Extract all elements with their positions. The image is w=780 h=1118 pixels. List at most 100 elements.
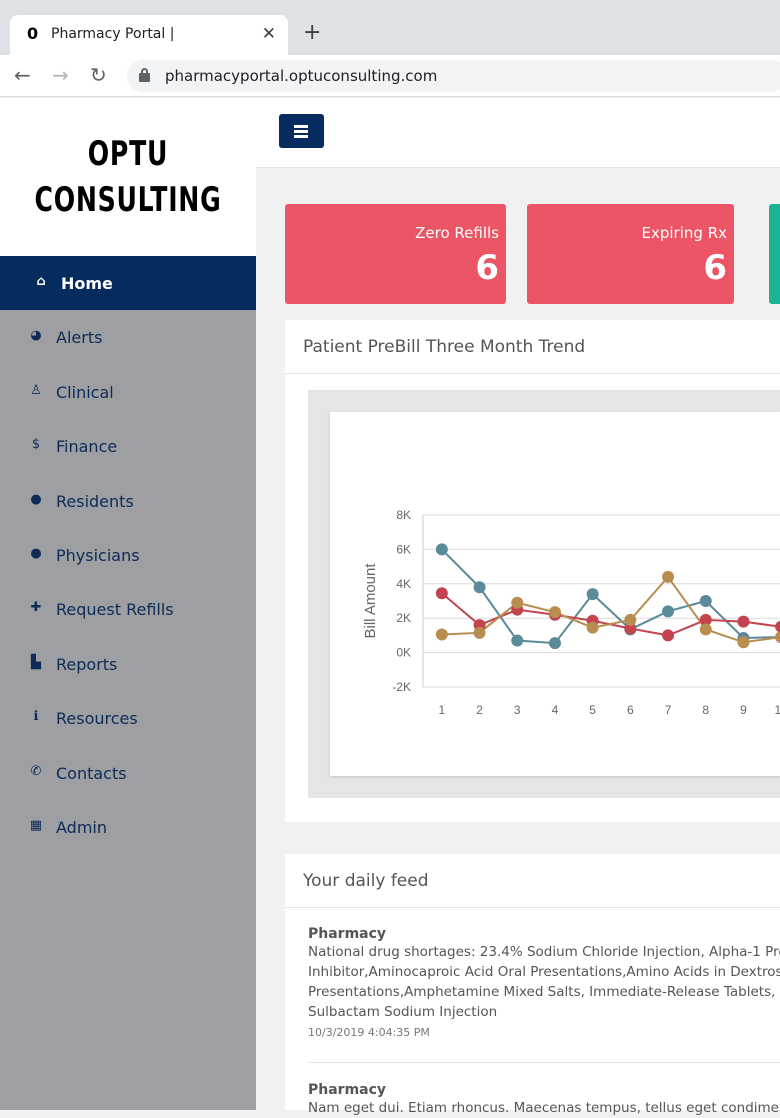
address-bar[interactable]: pharmacyportal.optuconsulting.com [127,60,780,92]
line-chart: -2K 0K 2K 4K 6K 8K 1 2 3 4 5 6 7 8 9 10 Bill Amount [362,508,780,717]
feed-text-line: Sulbactam Sodium Injection [308,1004,498,1020]
x-tick-label: 5 [589,703,596,717]
series-2-point [699,613,712,626]
feed-text-line: Nam eget dui. Etiam rhoncus. Maecenas te… [308,1100,780,1116]
reload-icon[interactable]: ↻ [90,63,107,87]
card-label: Expiring Rx [641,224,727,242]
url-text: pharmacyportal.optuconsulting.com [165,67,438,85]
file-icon: ▙ [31,654,41,670]
forward-arrow-icon[interactable]: → [52,63,69,87]
series-2-point [624,622,637,635]
sidebar: OPTU CONSULTING ⌂ Home ◕ Alerts ♙ Clinical $ Fi… [0,98,256,1110]
sidebar-item-admin[interactable]: ▦ Admin [0,800,256,854]
sidebar-item-label: Clinical [56,382,114,402]
y-tick-label: 8K [396,508,411,522]
series-3-point [586,621,599,634]
feed-text-line: Inhibitor,Aminocaproic Acid Oral Present… [308,964,780,980]
sidebar-item-label: Admin [56,817,107,837]
chart-area: -2K 0K 2K 4K 6K 8K 1 2 3 4 5 6 7 8 9 10 Bill Amount [330,412,780,776]
medkit-icon: ✚ [30,600,42,616]
series-3-point [511,596,524,609]
y-tick-label: -2K [392,680,411,694]
series-3-point [737,636,750,649]
sidebar-item-label: Physicians [56,545,140,565]
feed-timestamp: 10/3/2019 4:04:35 PM [308,1026,430,1039]
series-1-point [662,605,675,618]
daily-feed-panel: Your daily feed Pharmacy National drug sh… [285,854,780,1116]
sidebar-item-resources[interactable]: ℹ Resources [0,691,256,745]
stat-card[interactable] [769,204,780,304]
menu-toggle-button[interactable] [279,114,324,148]
series-line-2 [441,592,780,637]
sidebar-item-label: Residents [56,491,134,511]
feed-item[interactable]: Pharmacy Nam eget dui. Etiam rhoncus. Mae… [308,1082,780,1118]
x-tick-label: 8 [702,703,709,717]
chart-container: -2K 0K 2K 4K 6K 8K 1 2 3 4 5 6 7 8 9 10 Bill Amount [308,390,780,798]
x-tick-label: 2 [476,703,483,717]
building-icon: ▦ [29,817,43,833]
series-line-1 [441,548,780,645]
series-3-point [624,613,637,626]
series-2-point [435,587,448,600]
user-icon: ● [30,491,42,507]
card-value: 6 [703,248,727,288]
feed-text-line: Presentations,Amphetamine Mixed Salts, I… [308,984,780,1000]
logo: OPTU CONSULTING [0,98,256,256]
panel-header: Patient PreBill Three Month Trend [285,320,780,374]
info-circle-icon: ℹ [33,709,39,725]
series-2-point [662,629,675,642]
x-tick-label: 3 [514,703,521,717]
sidebar-item-reports[interactable]: ▙ Reports [0,637,256,691]
logo-line-1: OPTU [87,134,169,174]
series-3-point [548,606,561,619]
series-1-point [548,637,561,650]
logo-line-2: CONSULTING [34,180,222,220]
panel-title: Patient PreBill Three Month Trend [303,337,586,357]
sidebar-item-alerts[interactable]: ◕ Alerts [0,310,256,364]
feed-divider [308,1062,780,1063]
sidebar-item-clinical[interactable]: ♙ Clinical [0,365,256,419]
zero-refills-card[interactable]: Zero Refills 6 [285,204,506,304]
series-1-point [586,588,599,601]
lock-icon [139,68,150,82]
back-arrow-icon[interactable]: ← [14,63,31,87]
x-tick-label: 1 [439,703,446,717]
user-icon: ● [30,545,42,561]
x-tick-label: 7 [665,703,672,717]
feed-source: Pharmacy [308,926,387,942]
sidebar-item-home[interactable]: ⌂ Home [0,256,256,311]
sidebar-item-finance[interactable]: $ Finance [0,419,256,473]
prebill-trend-panel: Patient PreBill Three Month Trend -2K 0K 2… [285,320,780,822]
sidebar-item-request-refills[interactable]: ✚ Request Refills [0,582,256,636]
series-2-point [775,620,780,633]
sidebar-item-label: Resources [56,709,138,729]
sidebar-item-label: Reports [56,654,118,674]
top-bar [256,98,780,168]
user-md-icon: ♙ [30,382,42,398]
sidebar-item-residents[interactable]: ● Residents [0,474,256,528]
card-label: Zero Refills [415,224,499,242]
series-2-point [737,615,750,628]
sidebar-item-label: Home [61,274,113,293]
sidebar-item-label: Request Refills [56,600,174,620]
sidebar-item-contacts[interactable]: ✆ Contacts [0,746,256,800]
home-icon: ⌂ [36,274,46,289]
y-tick-label: 0K [396,646,411,660]
y-tick-label: 4K [396,577,411,591]
new-tab-icon[interactable]: + [303,20,322,45]
x-tick-label: 10 [774,703,780,717]
sidebar-item-label: Contacts [56,763,127,783]
sidebar-menu: ⌂ Home ◕ Alerts ♙ Clinical $ Finance ● Residents ●… [0,256,256,854]
sidebar-item-label: Alerts [56,328,103,348]
close-icon[interactable]: ✕ [261,24,276,44]
expiring-rx-card[interactable]: Expiring Rx 6 [527,204,734,304]
phone-icon: ✆ [30,763,42,779]
sidebar-item-physicians[interactable]: ● Physicians [0,528,256,582]
browser-tab[interactable]: 0 Pharmacy Portal | ✕ [10,15,288,55]
hamburger-icon [294,125,308,128]
panel-header: Your daily feed [285,854,780,908]
feed-item[interactable]: Pharmacy National drug shortages: 23.4% S… [308,926,780,1039]
series-3-point [473,626,486,639]
browser-toolbar: ← → ↻ pharmacyportal.optuconsulting.com [0,55,780,97]
x-tick-label: 6 [627,703,634,717]
